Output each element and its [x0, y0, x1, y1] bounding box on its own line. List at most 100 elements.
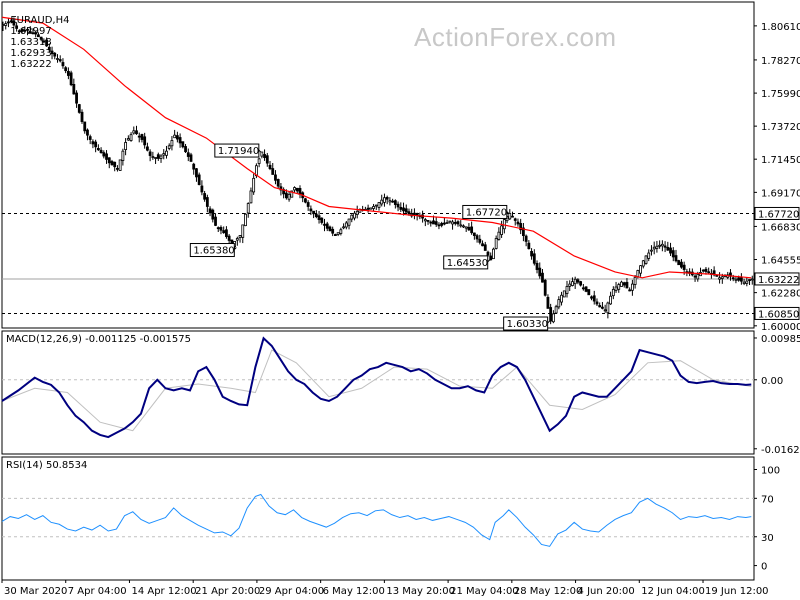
- candle-body: [508, 213, 512, 220]
- rsi-ytick-label: 30: [761, 533, 774, 544]
- moving-average-line: [1, 16, 752, 279]
- candle-body: [257, 158, 261, 164]
- candle-body: [184, 146, 187, 153]
- candle-body: [442, 222, 446, 225]
- candle-body: [154, 157, 157, 159]
- candle-body: [374, 204, 378, 207]
- candle-body: [72, 84, 76, 95]
- candle-body: [530, 250, 533, 257]
- candle-body: [31, 32, 35, 35]
- candle-body: [524, 235, 528, 242]
- price-annotation-leader: [233, 247, 237, 250]
- price-level-label: 1.60850: [758, 309, 799, 320]
- price-ytick-label: 1.62280: [761, 289, 800, 300]
- price-level-box: [754, 306, 800, 320]
- candle-body: [579, 281, 583, 286]
- candle-body: [650, 249, 653, 252]
- rsi-title: RSI(14) 50.8534: [6, 460, 88, 471]
- candle-body: [211, 209, 215, 220]
- candle-body: [513, 218, 517, 221]
- candle-body: [309, 208, 313, 212]
- candle-body: [9, 20, 13, 23]
- candle-body: [26, 28, 29, 31]
- candle-body: [320, 217, 324, 223]
- candle-body: [178, 137, 182, 144]
- candle-body: [58, 59, 62, 62]
- candle-body: [573, 278, 577, 285]
- macd-line: [1, 336, 752, 439]
- price-annotation-label: 1.64530: [447, 258, 488, 269]
- candle-body: [393, 200, 397, 205]
- candle-body: [377, 202, 381, 208]
- candle-body: [45, 39, 48, 47]
- candle-body: [562, 290, 566, 298]
- rsi-ytick-label: 100: [761, 465, 780, 476]
- candle-body: [541, 272, 544, 283]
- candle-body: [502, 219, 506, 230]
- candle-body: [186, 152, 190, 157]
- candle-body: [216, 227, 220, 230]
- candle-body: [342, 226, 345, 229]
- candle-body: [317, 215, 321, 220]
- candle-body: [571, 281, 574, 286]
- candle-body: [151, 156, 155, 158]
- candle-body: [565, 286, 569, 294]
- candle-body: [554, 306, 558, 314]
- candle-body: [388, 200, 392, 203]
- candle-body: [701, 269, 705, 272]
- macd-ytick-label: -0.01627: [761, 445, 800, 456]
- candle-body: [143, 136, 147, 146]
- price-annotation-leader: [487, 259, 491, 263]
- candle-body: [80, 111, 84, 122]
- candle-body: [126, 138, 130, 141]
- candle-body: [451, 221, 454, 225]
- candle-body: [23, 29, 27, 32]
- candle-body: [276, 179, 280, 187]
- candle-body: [500, 225, 504, 235]
- candle-body: [614, 286, 618, 291]
- price-annotation-leader: [547, 320, 551, 324]
- candle-body: [124, 142, 128, 150]
- candle-body: [453, 222, 457, 224]
- candle-body: [167, 145, 171, 149]
- candle-body: [197, 174, 201, 186]
- candle-body: [598, 305, 602, 308]
- candle-body: [252, 177, 256, 193]
- panel-frame-price: [1, 1, 755, 329]
- candle-body: [587, 289, 591, 296]
- candle-body: [546, 296, 550, 309]
- candle-body: [440, 222, 444, 226]
- candle-body: [105, 153, 108, 160]
- candle-body: [407, 211, 411, 215]
- candle-body: [208, 208, 212, 214]
- candle-body: [576, 279, 580, 283]
- candle-body: [478, 238, 482, 243]
- candle-body: [601, 306, 604, 309]
- candle-body: [470, 226, 474, 234]
- candle-body: [189, 154, 193, 162]
- candle-body: [380, 199, 384, 205]
- candle-body: [519, 223, 523, 231]
- header-close: 1.63222: [10, 59, 52, 70]
- candle-body: [680, 261, 683, 268]
- candle-body: [132, 130, 136, 134]
- candle-body: [314, 213, 318, 218]
- candle-body: [181, 141, 185, 148]
- candle-body: [535, 262, 539, 270]
- header-high: 1.63318: [10, 37, 52, 48]
- candle-body: [445, 222, 449, 224]
- candle-body: [162, 153, 166, 156]
- price-annotation-label: 1.71940: [218, 146, 259, 157]
- candle-body: [639, 265, 642, 274]
- candle-body: [549, 307, 553, 322]
- candle-body: [494, 238, 498, 249]
- candle-body: [707, 271, 711, 274]
- candle-body: [696, 273, 700, 280]
- candle-body: [37, 34, 40, 38]
- candle-body: [222, 230, 226, 234]
- panel-frame-rsi: [1, 456, 755, 581]
- candle-body: [121, 150, 125, 161]
- candle-body: [205, 197, 209, 207]
- candle-body: [61, 62, 65, 67]
- candle-body: [118, 159, 122, 171]
